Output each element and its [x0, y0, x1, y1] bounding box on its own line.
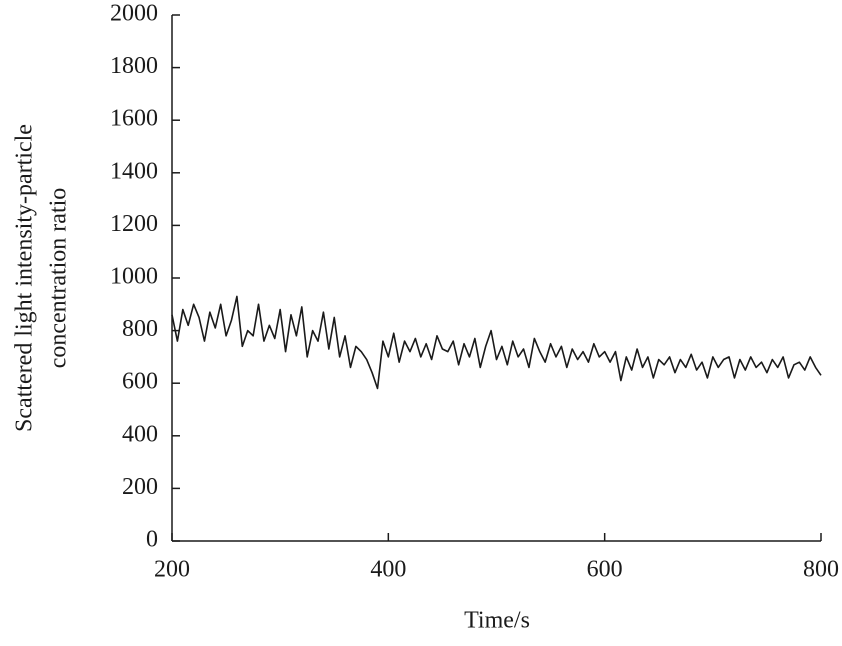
data-line [171, 295, 822, 390]
y-tick-label: 1600 [110, 106, 158, 132]
y-axis-label: concentration ratio [46, 188, 72, 369]
y-axis-label: Scattered light intensity-particle [12, 124, 38, 432]
y-tick-label: 600 [122, 369, 158, 395]
x-tick-label: 400 [370, 557, 406, 583]
y-tick-label: 1000 [110, 264, 158, 290]
y-tick-label: 200 [122, 474, 158, 500]
x-axis-label: Time/s [464, 608, 530, 634]
y-tick-label: 800 [122, 316, 158, 342]
y-tick-label: 1800 [110, 53, 158, 79]
x-tick-label: 600 [587, 557, 623, 583]
y-tick-label: 1200 [110, 211, 158, 237]
y-tick-label: 400 [122, 421, 158, 447]
y-tick-label: 1400 [110, 158, 158, 184]
y-tick-label: 0 [146, 527, 158, 553]
y-tick-label: 2000 [110, 1, 158, 27]
x-tick-label: 800 [803, 557, 839, 583]
x-tick-label: 200 [154, 557, 190, 583]
